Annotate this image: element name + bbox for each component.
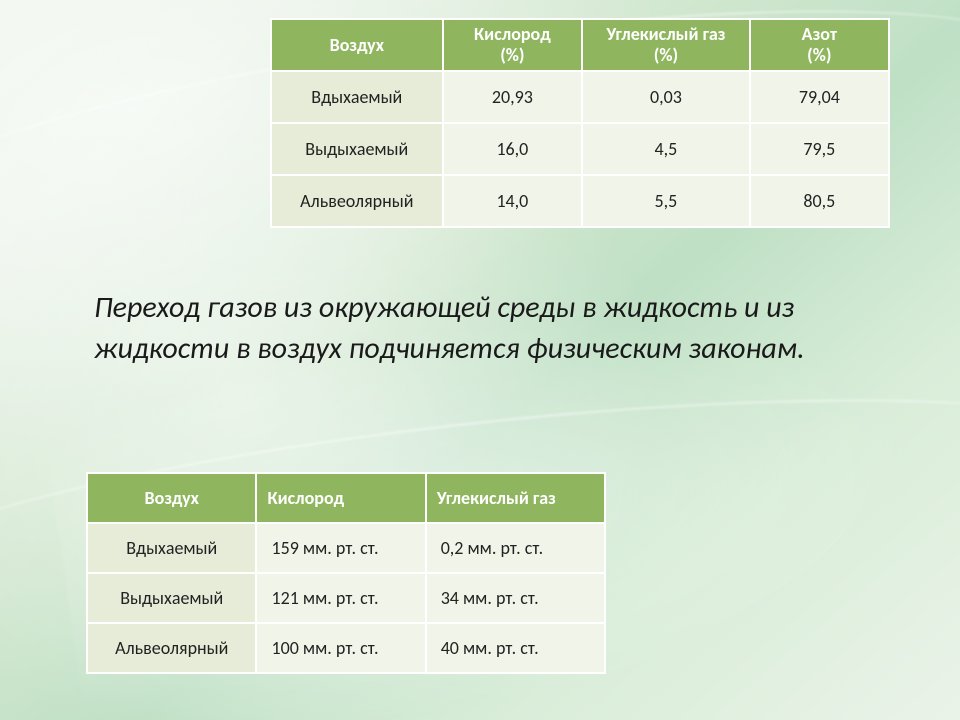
- cell-value: 159 мм. рт. ст.: [256, 523, 425, 573]
- row-label: Выдыхаемый: [87, 573, 256, 623]
- cell-value: 14,0: [443, 175, 583, 227]
- row-label: Выдыхаемый: [271, 123, 443, 175]
- row-label: Вдыхаемый: [87, 523, 256, 573]
- cell-value: 20,93: [443, 71, 583, 123]
- cell-value: 5,5: [582, 175, 749, 227]
- column-header: Кислород(%): [443, 19, 583, 71]
- row-label: Вдыхаемый: [271, 71, 443, 123]
- slide-content: ВоздухКислород(%)Углекислый газ(%)Азот(%…: [0, 0, 960, 720]
- table-header-row: ВоздухКислород(%)Углекислый газ(%)Азот(%…: [271, 19, 889, 71]
- slide: ВоздухКислород(%)Углекислый газ(%)Азот(%…: [0, 0, 960, 720]
- column-header: Воздух: [87, 473, 256, 523]
- table-row: Вдыхаемый159 мм. рт. ст.0,2 мм. рт. ст.: [87, 523, 605, 573]
- partial-pressure-table: ВоздухКислородУглекислый газ Вдыхаемый15…: [86, 472, 606, 674]
- table-row: Выдыхаемый121 мм. рт. ст.34 мм. рт. ст.: [87, 573, 605, 623]
- row-label: Альвеолярный: [271, 175, 443, 227]
- column-header: Углекислый газ(%): [582, 19, 749, 71]
- table-row: Вдыхаемый20,930,0379,04: [271, 71, 889, 123]
- table-row: Альвеолярный14,05,580,5: [271, 175, 889, 227]
- cell-value: 0,03: [582, 71, 749, 123]
- table-row: Альвеолярный100 мм. рт. ст.40 мм. рт. ст…: [87, 623, 605, 673]
- cell-value: 40 мм. рт. ст.: [426, 623, 605, 673]
- column-header: Кислород: [256, 473, 425, 523]
- column-header: Воздух: [271, 19, 443, 71]
- column-header: Углекислый газ: [426, 473, 605, 523]
- cell-value: 79,04: [750, 71, 889, 123]
- caption-text: Переход газов из окружающей среды в жидк…: [94, 288, 864, 369]
- cell-value: 34 мм. рт. ст.: [426, 573, 605, 623]
- cell-value: 79,5: [750, 123, 889, 175]
- cell-value: 100 мм. рт. ст.: [256, 623, 425, 673]
- cell-value: 16,0: [443, 123, 583, 175]
- table-row: Выдыхаемый16,04,579,5: [271, 123, 889, 175]
- cell-value: 80,5: [750, 175, 889, 227]
- cell-value: 4,5: [582, 123, 749, 175]
- cell-value: 0,2 мм. рт. ст.: [426, 523, 605, 573]
- row-label: Альвеолярный: [87, 623, 256, 673]
- air-composition-table: ВоздухКислород(%)Углекислый газ(%)Азот(%…: [270, 18, 890, 228]
- table-header-row: ВоздухКислородУглекислый газ: [87, 473, 605, 523]
- column-header: Азот(%): [750, 19, 889, 71]
- cell-value: 121 мм. рт. ст.: [256, 573, 425, 623]
